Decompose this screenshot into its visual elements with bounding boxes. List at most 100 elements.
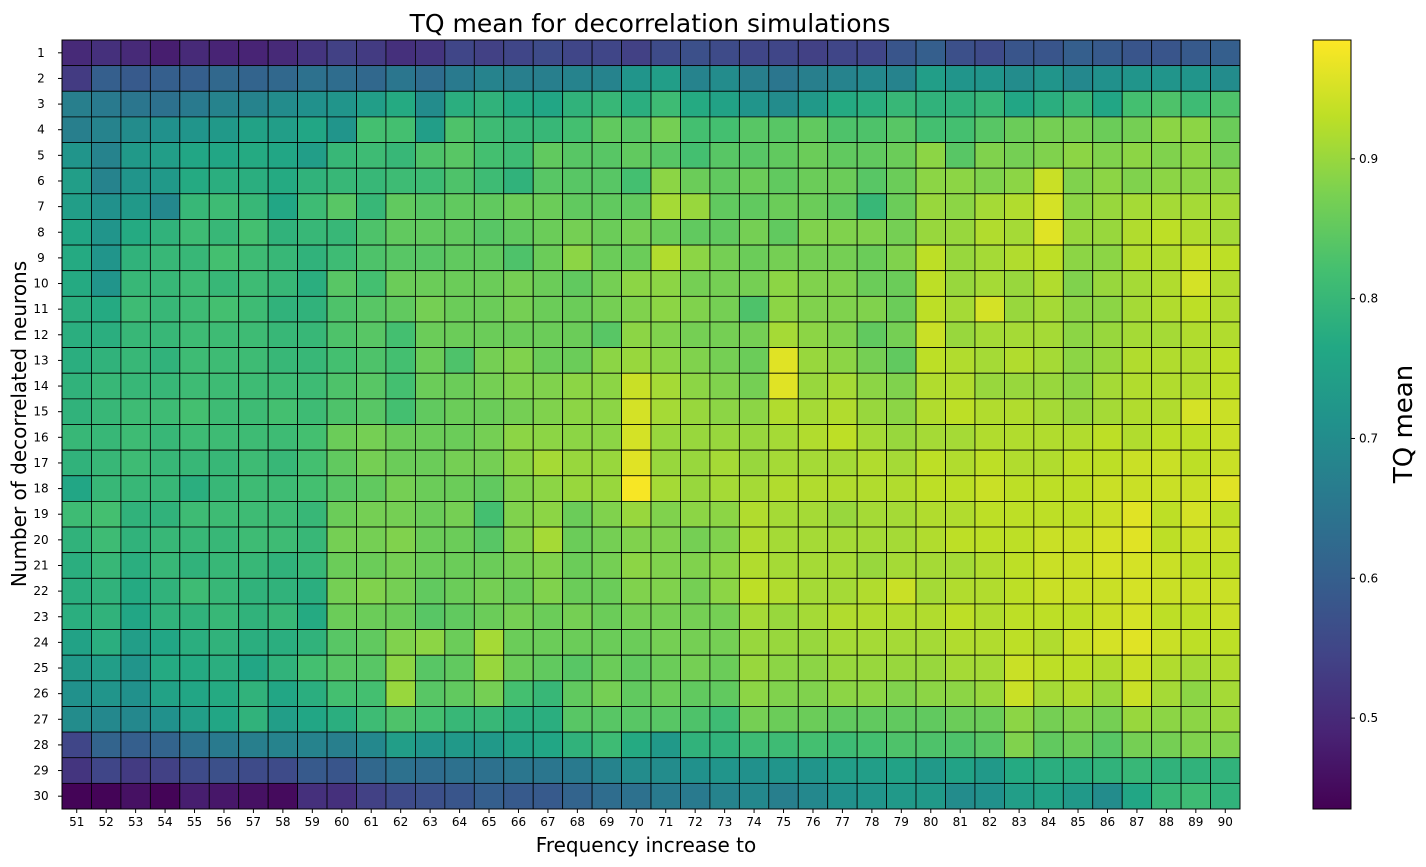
heatmap-cell	[1210, 398, 1241, 425]
heatmap-cell	[680, 654, 711, 682]
heatmap-cell	[797, 65, 829, 92]
heatmap-cell	[945, 782, 976, 810]
heatmap-cell	[1180, 680, 1211, 707]
heatmap-cell	[709, 603, 740, 630]
heatmap-cell	[945, 65, 976, 92]
heatmap-cell	[709, 526, 740, 554]
heatmap-cell	[1180, 398, 1211, 425]
heatmap-cell	[208, 577, 240, 605]
heatmap-cell	[680, 526, 711, 554]
heatmap-cell	[562, 321, 593, 349]
heatmap-cell	[91, 244, 122, 272]
heatmap-cell	[1151, 193, 1182, 220]
heatmap-cell	[945, 321, 976, 349]
heatmap-cell	[680, 552, 711, 579]
heatmap-cell	[444, 142, 475, 169]
heatmap-cell	[1151, 142, 1182, 169]
heatmap-cell	[974, 500, 1005, 528]
heatmap-cell	[91, 372, 122, 400]
heatmap-cell	[326, 219, 357, 246]
heatmap-cell	[856, 500, 888, 528]
heatmap-cell	[267, 680, 298, 707]
heatmap-cell	[856, 398, 888, 425]
heatmap-cell	[356, 782, 387, 810]
heatmap-cell	[414, 270, 446, 297]
heatmap-cell	[621, 142, 652, 169]
heatmap-cell	[680, 167, 711, 195]
heatmap-cell	[414, 167, 446, 195]
heatmap-cell	[680, 321, 711, 349]
heatmap-cell	[1210, 142, 1241, 169]
heatmap-cell	[738, 526, 770, 554]
heatmap-cell	[856, 295, 888, 323]
heatmap-cell	[974, 757, 1005, 784]
heatmap-cell	[768, 475, 799, 502]
heatmap-cell	[326, 90, 357, 118]
heatmap-cell	[120, 680, 151, 707]
heatmap-cell	[297, 90, 328, 118]
heatmap-cell	[856, 372, 888, 400]
heatmap-cell	[680, 706, 711, 733]
heatmap-cell	[709, 629, 740, 656]
heatmap-cell	[414, 424, 446, 451]
heatmap-cell	[414, 244, 446, 272]
heatmap-cell	[238, 372, 269, 400]
heatmap-cell	[709, 424, 740, 451]
x-tick-label: 56	[216, 815, 231, 829]
heatmap-cell	[179, 424, 210, 451]
heatmap-cell	[179, 398, 210, 425]
heatmap-cell	[856, 244, 888, 272]
heatmap-cell	[326, 347, 357, 374]
heatmap-cell	[532, 475, 564, 502]
heatmap-cell	[1151, 321, 1182, 349]
heatmap-cell	[267, 193, 298, 220]
x-axis-label: Frequency increase to	[536, 833, 756, 857]
heatmap-cell	[385, 398, 416, 425]
heatmap-cell	[238, 398, 269, 425]
heatmap-cell	[650, 680, 681, 707]
heatmap-cell	[915, 90, 946, 118]
heatmap-cell	[680, 782, 711, 810]
heatmap-cell	[149, 706, 181, 733]
heatmap-cell	[61, 372, 92, 400]
heatmap-cell	[1092, 577, 1123, 605]
heatmap-cell	[91, 270, 122, 297]
heatmap-cell	[267, 65, 298, 92]
y-tick-label: 25	[33, 661, 48, 675]
heatmap-cell	[1121, 347, 1153, 374]
heatmap-cell	[1210, 372, 1241, 400]
x-tick-label: 64	[452, 815, 467, 829]
heatmap-cell	[1062, 398, 1094, 425]
heatmap-cell	[61, 424, 92, 451]
heatmap-cell	[473, 680, 505, 707]
heatmap-cell	[827, 577, 858, 605]
heatmap-cell	[738, 65, 770, 92]
heatmap-cell	[297, 295, 328, 323]
heatmap-cell	[356, 65, 387, 92]
heatmap-cell	[1033, 270, 1064, 297]
heatmap-cell	[208, 475, 240, 502]
heatmap-cell	[503, 424, 534, 451]
heatmap-cell	[650, 526, 681, 554]
heatmap-cell	[1180, 244, 1211, 272]
heatmap-cell	[591, 757, 622, 784]
heatmap-cell	[650, 347, 681, 374]
heatmap-cell	[621, 424, 652, 451]
heatmap-cell	[1033, 167, 1064, 195]
heatmap-cell	[945, 500, 976, 528]
heatmap-cell	[709, 244, 740, 272]
heatmap-cell	[91, 65, 122, 92]
heatmap-cell	[326, 475, 357, 502]
heatmap-cell	[385, 347, 416, 374]
heatmap-cell	[1121, 398, 1153, 425]
heatmap-cell	[915, 270, 946, 297]
heatmap-cell	[385, 757, 416, 784]
colorbar	[1312, 39, 1352, 810]
y-axis-label: Number of decorrelated neurons	[7, 261, 31, 587]
heatmap-cell	[503, 680, 534, 707]
heatmap-cell	[1121, 731, 1153, 759]
heatmap-cell	[709, 65, 740, 92]
heatmap-cell	[1092, 552, 1123, 579]
heatmap-cell	[120, 577, 151, 605]
